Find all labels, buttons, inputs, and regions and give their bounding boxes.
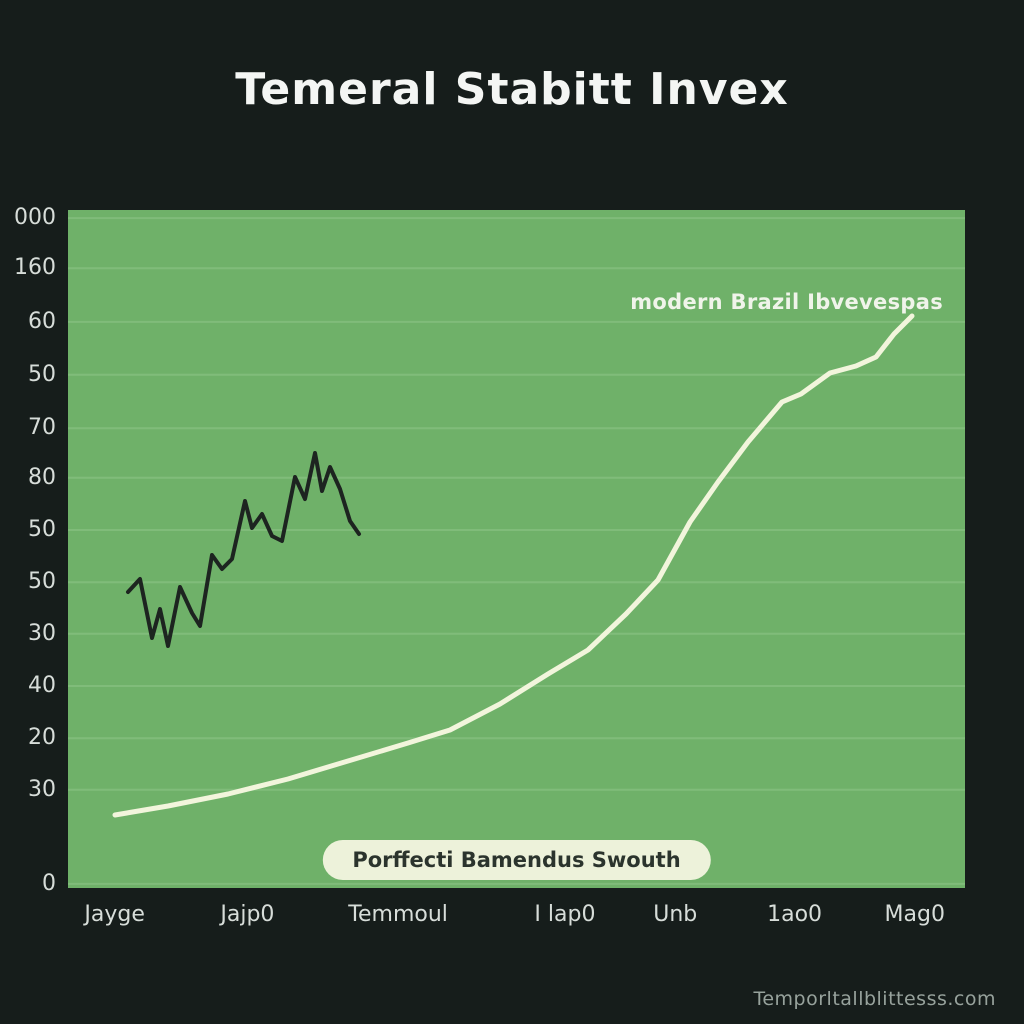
y-tick-label: 30 (28, 620, 56, 646)
y-tick-label: 50 (28, 569, 56, 595)
y-tick-label: 160 (14, 255, 56, 281)
y-axis-labels: 000 160 60 50 70 80 50 50 30 40 20 30 0 (0, 205, 60, 895)
y-tick-label: 40 (28, 672, 56, 698)
x-tick-label: Jajp0 (220, 902, 275, 927)
x-tick-label: Mag0 (884, 902, 945, 927)
x-tick-label: Jayge (84, 902, 145, 927)
y-tick-label: 0 (42, 870, 56, 896)
y-tick-label: 20 (28, 725, 56, 751)
y-tick-label: 70 (28, 415, 56, 441)
series-smooth-growth-curve (112, 313, 915, 818)
badge-label: Porffecti Bamendus Swouth (322, 840, 711, 880)
y-tick-label: 50 (28, 361, 56, 387)
chart-canvas (68, 217, 965, 885)
watermark-text: Temporltallblittesss.com (753, 988, 996, 1010)
y-tick-label: 000 (14, 205, 56, 231)
x-tick-label: 1ao0 (767, 902, 823, 927)
x-tick-label: I lap0 (534, 902, 596, 927)
series-annotation-label: modern Brazil Ibvevespas (630, 290, 943, 314)
y-tick-label: 30 (28, 776, 56, 802)
y-tick-label: 80 (28, 464, 56, 490)
y-tick-label: 60 (28, 308, 56, 334)
x-tick-label: Unb (653, 902, 698, 927)
series-volatile-dark-line (126, 451, 361, 648)
plot-area: modern Brazil Ibvevespas Porffecti Bamen… (68, 210, 965, 888)
x-tick-label: Temmoul (348, 902, 448, 927)
x-axis-labels: Jayge Jajp0 Temmoul I lap0 Unb 1ao0 Mag0 (68, 902, 965, 934)
y-tick-label: 50 (28, 517, 56, 543)
chart-title: Temeral Stabitt Invex (235, 64, 789, 115)
